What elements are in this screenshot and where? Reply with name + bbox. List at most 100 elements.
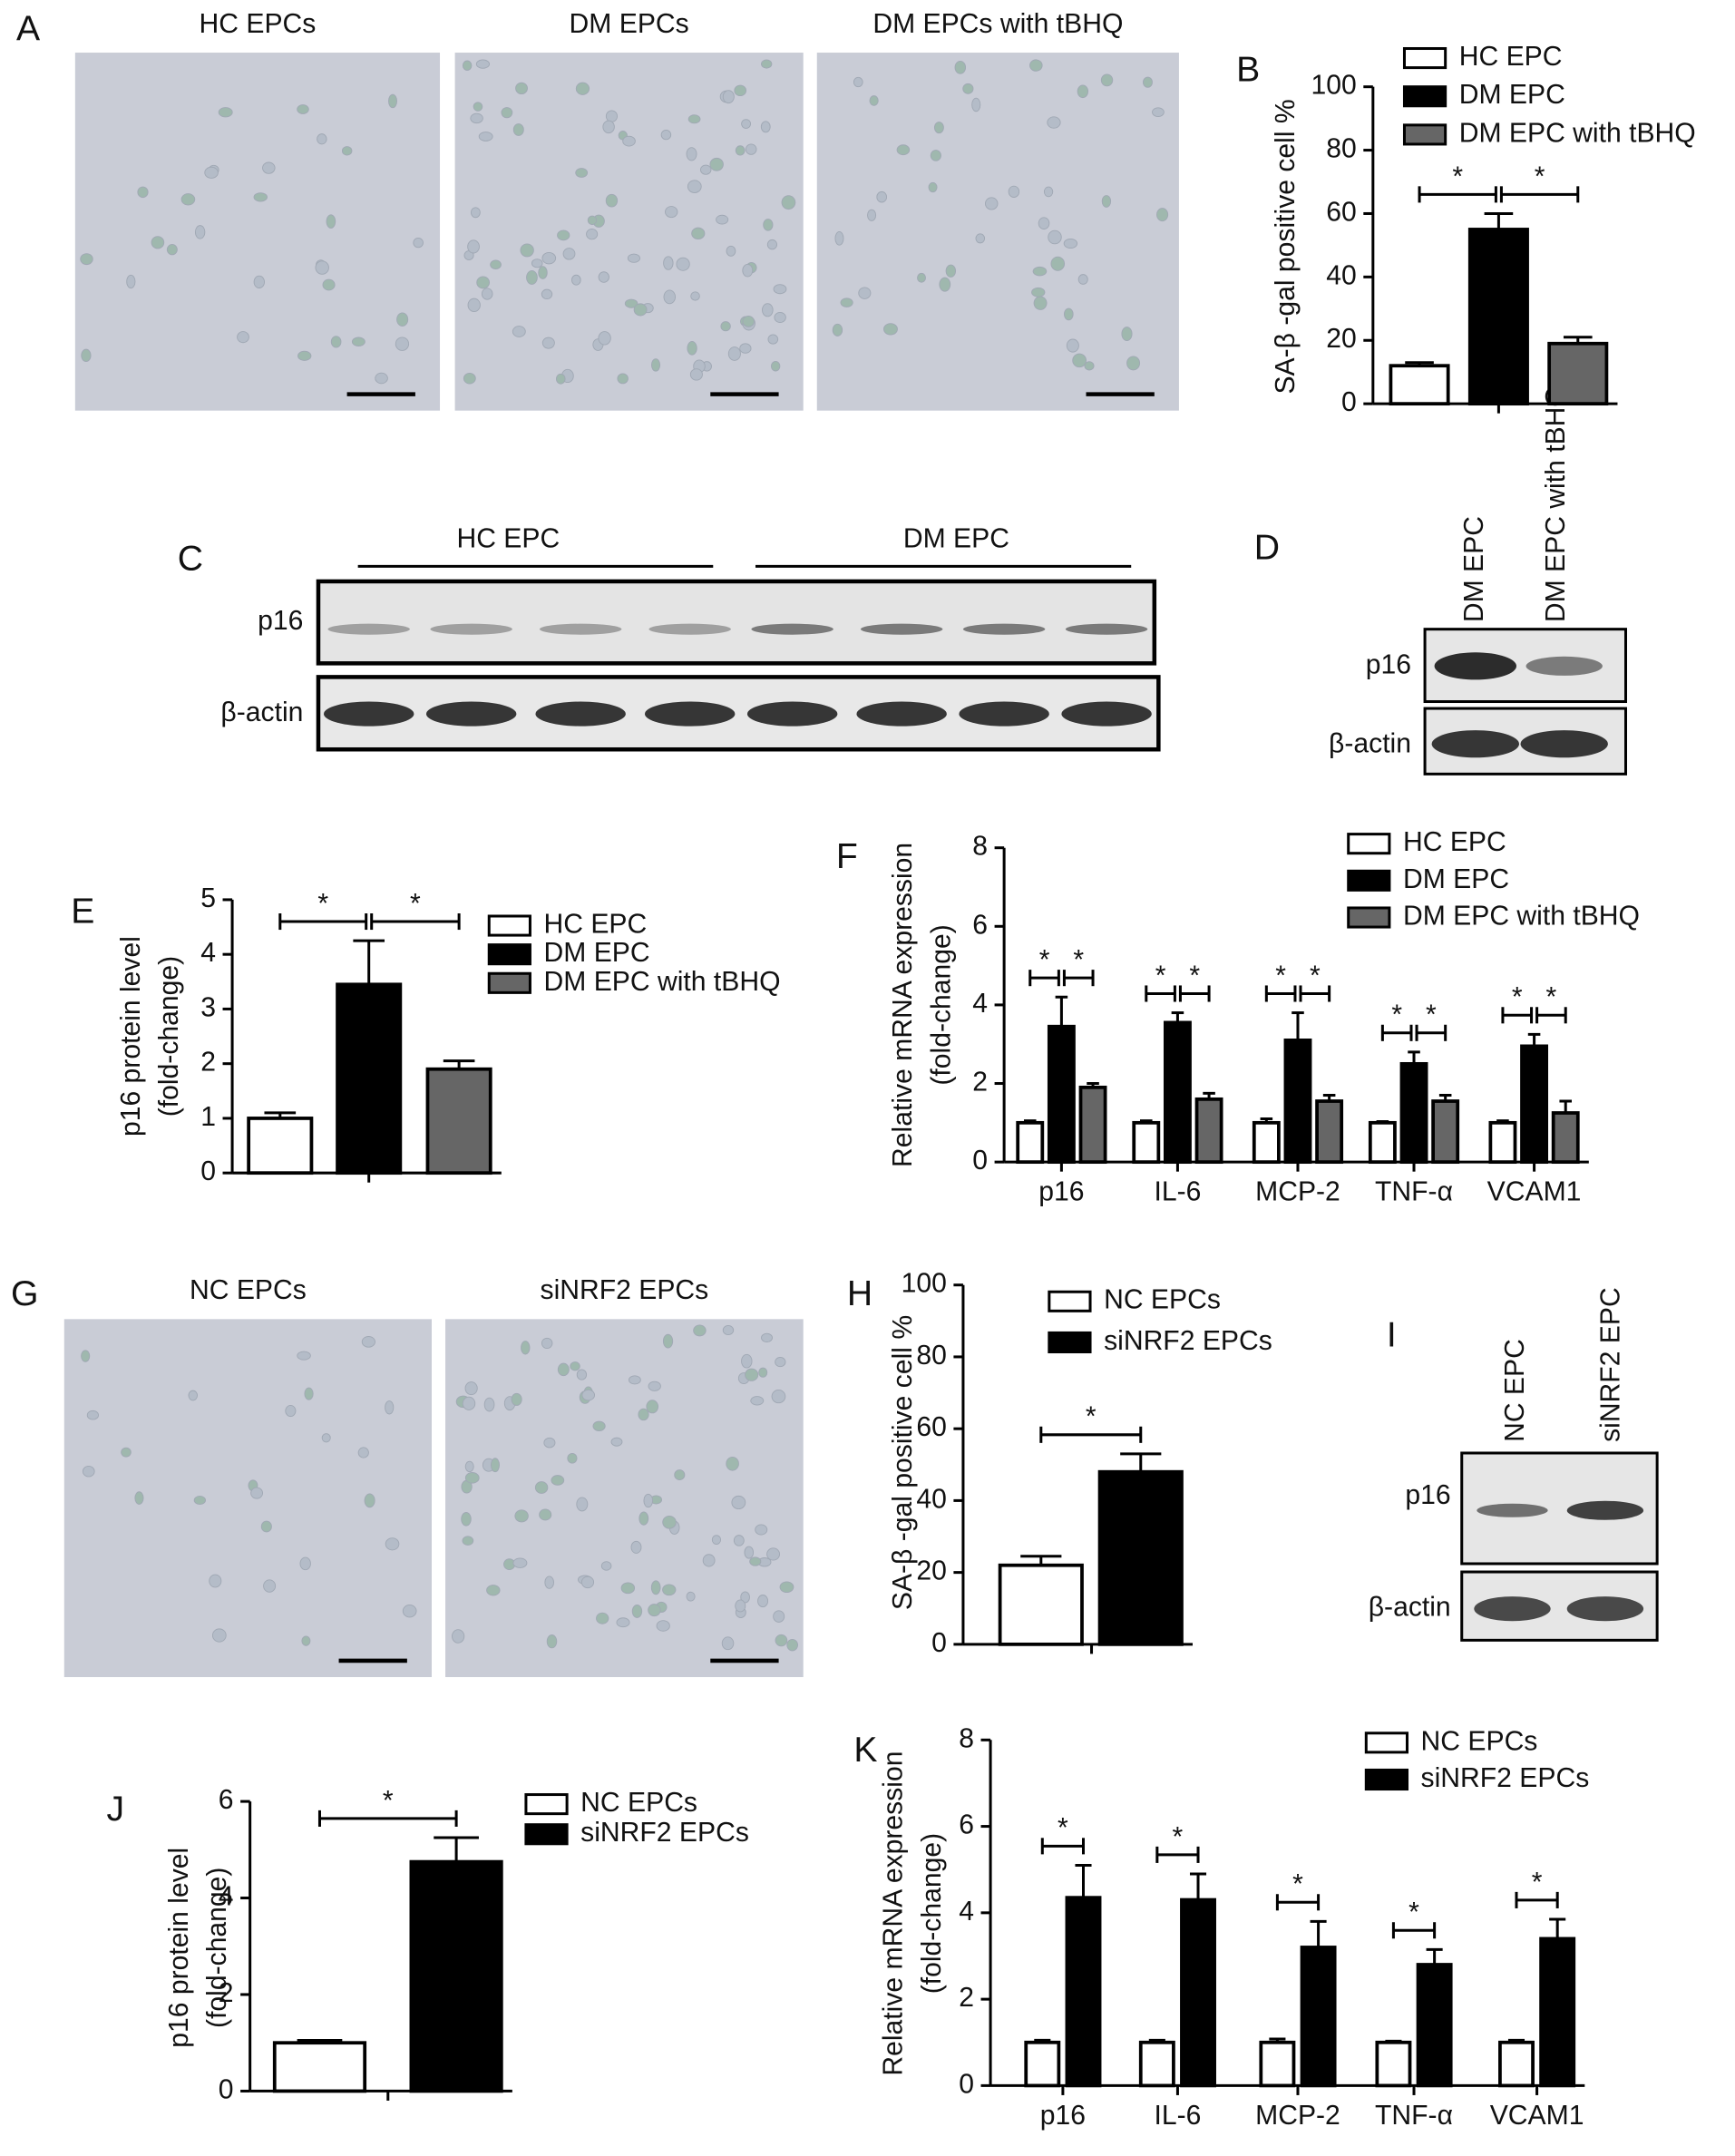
bar bbox=[425, 1067, 492, 1176]
bar bbox=[1488, 1120, 1517, 1165]
cell bbox=[786, 1638, 798, 1652]
panel-letter: A bbox=[16, 9, 41, 48]
bar bbox=[1138, 2040, 1175, 2088]
cell bbox=[867, 209, 877, 221]
cell bbox=[687, 341, 697, 356]
bar bbox=[1180, 1897, 1216, 2088]
cell bbox=[126, 274, 136, 289]
cell bbox=[567, 1452, 578, 1464]
cell bbox=[580, 1576, 595, 1589]
cell bbox=[761, 1332, 773, 1343]
cell bbox=[690, 291, 700, 301]
cell bbox=[512, 1557, 528, 1568]
cell bbox=[1032, 266, 1048, 277]
cell bbox=[883, 323, 898, 336]
cell bbox=[1063, 238, 1078, 249]
y-tick-label: 8 bbox=[959, 1723, 974, 1753]
cell bbox=[687, 180, 702, 193]
cell bbox=[722, 1324, 735, 1336]
y-tick-label: 2 bbox=[972, 1067, 988, 1097]
cell bbox=[853, 76, 863, 88]
band bbox=[1477, 1503, 1548, 1517]
legend-swatch bbox=[1048, 1290, 1092, 1312]
sig-label: * bbox=[383, 1786, 394, 1816]
cell bbox=[317, 133, 327, 145]
cell bbox=[638, 1511, 649, 1526]
band bbox=[535, 701, 626, 727]
y-axis-label: (fold-change) bbox=[926, 924, 956, 1085]
cell bbox=[81, 1350, 91, 1362]
cell bbox=[840, 298, 853, 307]
y-axis-label: (fold-change) bbox=[917, 1833, 947, 1994]
band bbox=[1065, 623, 1148, 635]
y-tick-label: 6 bbox=[219, 1785, 234, 1815]
cell bbox=[757, 1595, 769, 1608]
bar bbox=[1375, 2040, 1412, 2088]
cell bbox=[402, 1605, 417, 1618]
cell bbox=[622, 135, 636, 147]
cell bbox=[557, 229, 570, 241]
panel-letter: F bbox=[836, 837, 858, 876]
bar bbox=[1016, 1120, 1045, 1165]
sig-label: * bbox=[1275, 961, 1286, 990]
cell bbox=[467, 298, 481, 313]
bar bbox=[998, 1563, 1084, 1646]
cell bbox=[478, 132, 493, 141]
cell bbox=[686, 147, 697, 161]
cell bbox=[80, 253, 93, 266]
x-tick-label: p16 bbox=[1040, 2101, 1086, 2131]
band bbox=[751, 623, 833, 635]
sig-label: * bbox=[1189, 961, 1200, 990]
x-tick-label: VCAM1 bbox=[1490, 2101, 1584, 2131]
cell bbox=[557, 1362, 570, 1377]
y-tick-label: 6 bbox=[972, 910, 988, 940]
cell bbox=[628, 1375, 641, 1385]
cell bbox=[481, 288, 493, 300]
band bbox=[1431, 730, 1520, 758]
band bbox=[1474, 1596, 1551, 1622]
cell bbox=[760, 121, 771, 133]
cell bbox=[321, 1433, 331, 1443]
cell bbox=[650, 358, 661, 372]
cell bbox=[297, 350, 312, 361]
micrograph bbox=[454, 53, 804, 411]
bar bbox=[1368, 1120, 1397, 1165]
cell bbox=[1101, 195, 1112, 208]
micrograph-title: HC EPCs bbox=[200, 9, 317, 39]
cell bbox=[541, 1337, 553, 1350]
cell bbox=[395, 337, 410, 351]
y-tick-label: 0 bbox=[219, 2074, 234, 2104]
cell bbox=[592, 1420, 606, 1431]
cell bbox=[722, 90, 735, 104]
cell bbox=[646, 1400, 659, 1414]
cell bbox=[596, 1612, 609, 1624]
cell bbox=[727, 346, 741, 361]
cell bbox=[361, 1336, 375, 1348]
cell bbox=[526, 269, 538, 285]
cell bbox=[832, 323, 843, 337]
y-tick-label: 0 bbox=[959, 2069, 974, 2099]
cell bbox=[630, 1540, 642, 1554]
bar bbox=[1163, 1020, 1192, 1165]
y-tick-label: 2 bbox=[219, 1978, 234, 2008]
cell bbox=[555, 373, 566, 385]
cell bbox=[188, 1390, 198, 1401]
cell bbox=[514, 1509, 529, 1523]
cell bbox=[531, 259, 543, 268]
cell bbox=[1048, 229, 1062, 245]
cell bbox=[385, 1537, 400, 1551]
cell bbox=[775, 1356, 786, 1368]
cell bbox=[166, 244, 178, 256]
cell bbox=[638, 1408, 649, 1421]
cell bbox=[470, 112, 483, 124]
cell bbox=[662, 1515, 677, 1529]
group-label: HC EPC bbox=[456, 524, 560, 554]
cell bbox=[665, 206, 678, 219]
cell bbox=[631, 1605, 643, 1618]
cell bbox=[745, 143, 757, 155]
panel-letter: I bbox=[1387, 1315, 1397, 1354]
band bbox=[1566, 1596, 1644, 1622]
column-label: DM EPC bbox=[1459, 516, 1489, 622]
band bbox=[425, 701, 517, 727]
